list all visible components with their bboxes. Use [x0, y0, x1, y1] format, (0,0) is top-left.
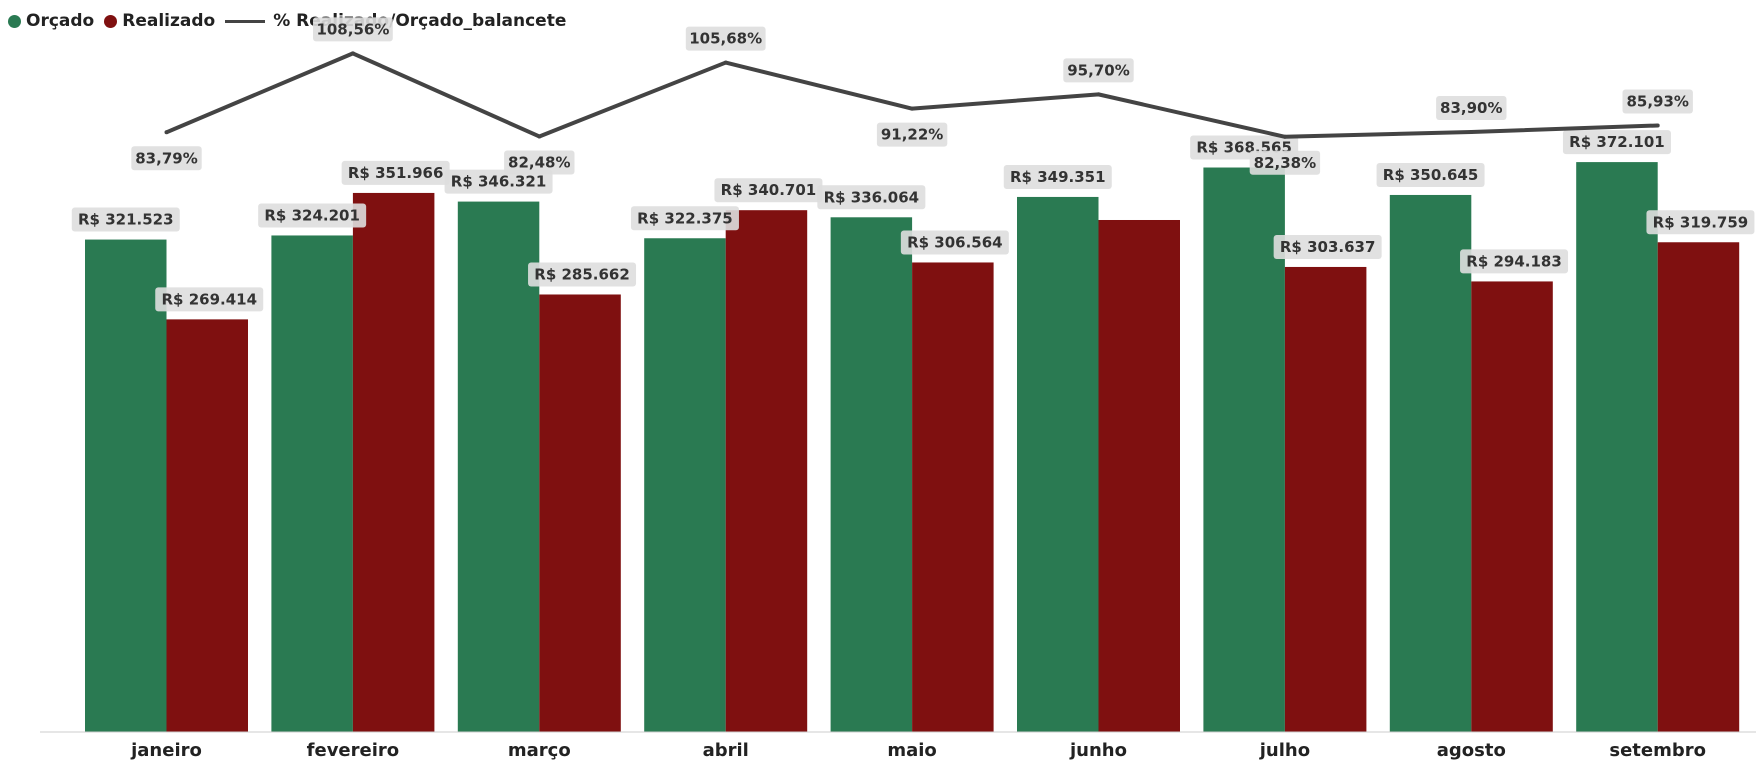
data-label-percentual-5: 95,70% [1067, 61, 1129, 79]
x-tick-label-8: setembro [1609, 740, 1706, 761]
legend-marker-realizado [104, 14, 118, 28]
data-label-orcado-5: R$ 349.351 [1010, 168, 1106, 186]
data-label-orcado-4: R$ 336.064 [824, 188, 920, 206]
line-point-percentual-4 [910, 106, 915, 111]
data-label-orcado-2-box [444, 169, 553, 194]
line-point-percentual-0 [164, 130, 169, 135]
data-label-realizado-4-box [900, 230, 1009, 255]
bar-realizado-3 [725, 210, 808, 732]
data-label-percentual-4: 91,22% [881, 126, 943, 144]
data-label-orcado-3: R$ 322.375 [637, 209, 733, 227]
x-tick-label-4: maio [887, 740, 936, 761]
bar-orcado-8 [1576, 162, 1658, 732]
bar-orcado-4 [830, 217, 913, 733]
legend-label-orcado: Orçado [26, 11, 95, 31]
data-label-percentual-8-box [1622, 89, 1693, 114]
x-tick-label-1: fevereiro [307, 740, 399, 761]
bar-realizado-6 [1284, 266, 1367, 732]
legend-item-orcado[interactable]: Orçado [8, 11, 94, 31]
data-label-realizado-8: R$ 319.759 [1653, 213, 1749, 231]
data-label-percentual-5-box [1063, 58, 1134, 83]
data-label-realizado-7: R$ 294.183 [1466, 252, 1562, 270]
line-point-percentual-8 [1655, 123, 1660, 128]
data-label-realizado-0: R$ 269.414 [161, 290, 257, 308]
bar-realizado-7 [1471, 281, 1553, 732]
data-label-realizado-4: R$ 306.564 [907, 233, 1003, 251]
data-label-realizado-2: R$ 285.662 [534, 265, 630, 283]
line-point-percentual-2 [537, 134, 542, 139]
legend-marker-orcado [8, 14, 21, 28]
bar-orcado-0 [85, 239, 167, 733]
bar-orcado-5 [1017, 196, 1099, 733]
data-label-orcado-4-box [817, 185, 926, 210]
bar-orcado-6 [1203, 167, 1285, 732]
line-point-percentual-6 [1282, 134, 1287, 139]
bar-orcado-3 [644, 238, 726, 732]
data-label-orcado-0: R$ 321.523 [78, 211, 174, 229]
line-point-percentual-1 [350, 51, 355, 56]
data-label-realizado-6-box [1273, 234, 1382, 259]
data-label-realizado-0-box [155, 287, 264, 312]
data-label-percentual-2-box [504, 150, 575, 175]
bar-orcado-2 [457, 201, 540, 733]
data-label-percentual-8: 85,93% [1626, 92, 1688, 110]
x-tick-label-3: abril [703, 740, 749, 761]
bar-realizado-2 [539, 294, 621, 732]
data-label-orcado-8-box [1562, 130, 1671, 155]
legend-label-realizado: Realizado [122, 11, 216, 31]
data-label-percentual-1-box [313, 17, 393, 42]
data-label-orcado-5-box [1003, 164, 1112, 189]
data-label-percentual-6: 82,38% [1254, 154, 1316, 172]
bar-realizado-0 [166, 319, 248, 732]
bar-realizado-4 [912, 262, 994, 732]
data-label-percentual-3: 105,68% [689, 30, 762, 48]
data-label-orcado-3-box [630, 206, 739, 231]
data-label-orcado-2: R$ 346.321 [451, 173, 547, 191]
data-label-realizado-1-box [341, 160, 450, 185]
data-label-percentual-1: 108,56% [316, 20, 389, 38]
data-label-realizado-7-box [1460, 249, 1569, 274]
data-label-realizado-8-box [1646, 210, 1755, 235]
x-tick-label-0: janeiro [130, 740, 202, 761]
data-label-realizado-6: R$ 303.637 [1280, 238, 1376, 256]
bar-orcado-7 [1389, 194, 1472, 733]
line-point-percentual-7 [1469, 129, 1474, 134]
data-label-orcado-1-box [258, 203, 367, 228]
data-label-realizado-3: R$ 340.701 [721, 181, 817, 199]
line-point-percentual-3 [723, 60, 728, 65]
data-label-orcado-1: R$ 324.201 [264, 206, 360, 224]
data-label-orcado-7: R$ 350.645 [1383, 166, 1479, 184]
bar-realizado-8 [1657, 242, 1740, 732]
x-tick-label-7: agosto [1437, 740, 1506, 761]
x-tick-label-5: junho [1069, 740, 1127, 761]
legend-item-realizado[interactable]: Realizado [104, 11, 215, 31]
data-label-orcado-8: R$ 372.101 [1569, 133, 1665, 151]
data-label-percentual-7: 83,90% [1440, 99, 1502, 117]
data-label-orcado-7-box [1376, 162, 1485, 187]
bar-realizado-1 [352, 192, 435, 732]
legend-marker-percentual [225, 19, 266, 23]
data-label-orcado-0-box [71, 207, 180, 232]
data-label-realizado-3-box [714, 178, 823, 203]
data-label-percentual-2: 82,48% [508, 153, 570, 171]
data-label-percentual-4-box [876, 122, 948, 147]
data-label-percentual-0-box [131, 146, 202, 171]
bar-orcado-1 [271, 235, 353, 732]
data-label-percentual-7-box [1436, 95, 1507, 120]
x-tick-label-2: março [508, 740, 571, 761]
data-label-percentual-0: 83,79% [135, 149, 197, 167]
data-label-realizado-2-box [528, 262, 637, 287]
data-label-percentual-3-box [685, 26, 766, 51]
data-label-realizado-1: R$ 351.966 [348, 164, 444, 182]
bar-realizado-5 [1098, 219, 1180, 732]
x-tick-label-6: julho [1259, 740, 1310, 761]
data-label-percentual-6-box [1249, 150, 1321, 175]
line-point-percentual-5 [1096, 92, 1101, 97]
